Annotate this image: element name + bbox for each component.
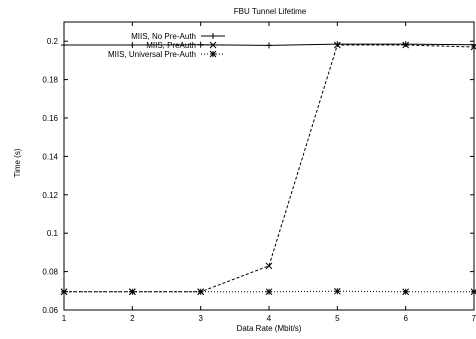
series-layer — [60, 41, 476, 296]
x-tick-label: 1 — [62, 314, 67, 323]
series-3-point — [265, 288, 273, 296]
series-2-point — [402, 41, 410, 49]
x-tick-label: 6 — [403, 314, 408, 323]
series-1-point — [266, 42, 272, 49]
series-3-point — [402, 288, 410, 296]
legend-label: MIIS, No Pre-Auth — [131, 32, 196, 41]
y-tick-label: 0.18 — [42, 76, 58, 85]
y-tick-label: 0.14 — [42, 152, 58, 161]
series-line-2 — [64, 44, 475, 293]
y-tick-label: 0.12 — [42, 191, 58, 200]
y-tick-label: 0.16 — [42, 114, 58, 123]
plot-frame — [63, 21, 475, 311]
x-tick-label: 4 — [267, 314, 272, 323]
legend-swatch-marker — [209, 41, 217, 49]
legend-swatch-marker — [210, 33, 216, 39]
series-3-point — [128, 288, 136, 296]
x-tick-label: 5 — [335, 314, 340, 323]
legend-label: MIIS, PreAuth — [146, 41, 196, 50]
series-3-point — [333, 287, 341, 295]
y-tick-label: 0.1 — [47, 229, 59, 238]
series-3-point — [197, 288, 205, 296]
series-1-point — [402, 41, 409, 48]
y-tick-label: 0.06 — [42, 306, 58, 315]
x-axis-label: Data Rate (Mbit/s) — [237, 324, 302, 333]
series-1-point — [129, 42, 136, 49]
x-tick-label: 3 — [198, 314, 203, 323]
y-axis-label: Time (s) — [13, 148, 22, 177]
series-2-point — [333, 41, 341, 49]
axis-ticks: 1 2 3 4 5 6 7 0.06 0.08 0.1 0.12 0.14 0.16 0.18 0.2 — [42, 22, 476, 323]
series-1-point — [334, 41, 341, 48]
legend-label: MIIS, Universal Pre-Auth — [108, 50, 196, 59]
legend-swatch-marker — [209, 50, 217, 58]
y-tick-label: 0.2 — [47, 37, 59, 46]
series-2-point — [265, 262, 273, 270]
x-tick-label: 7 — [472, 314, 476, 323]
chart-title: FBU Tunnel Lifetime — [234, 7, 307, 16]
x-tick-label: 2 — [130, 314, 135, 323]
y-tick-label: 0.08 — [42, 268, 58, 277]
